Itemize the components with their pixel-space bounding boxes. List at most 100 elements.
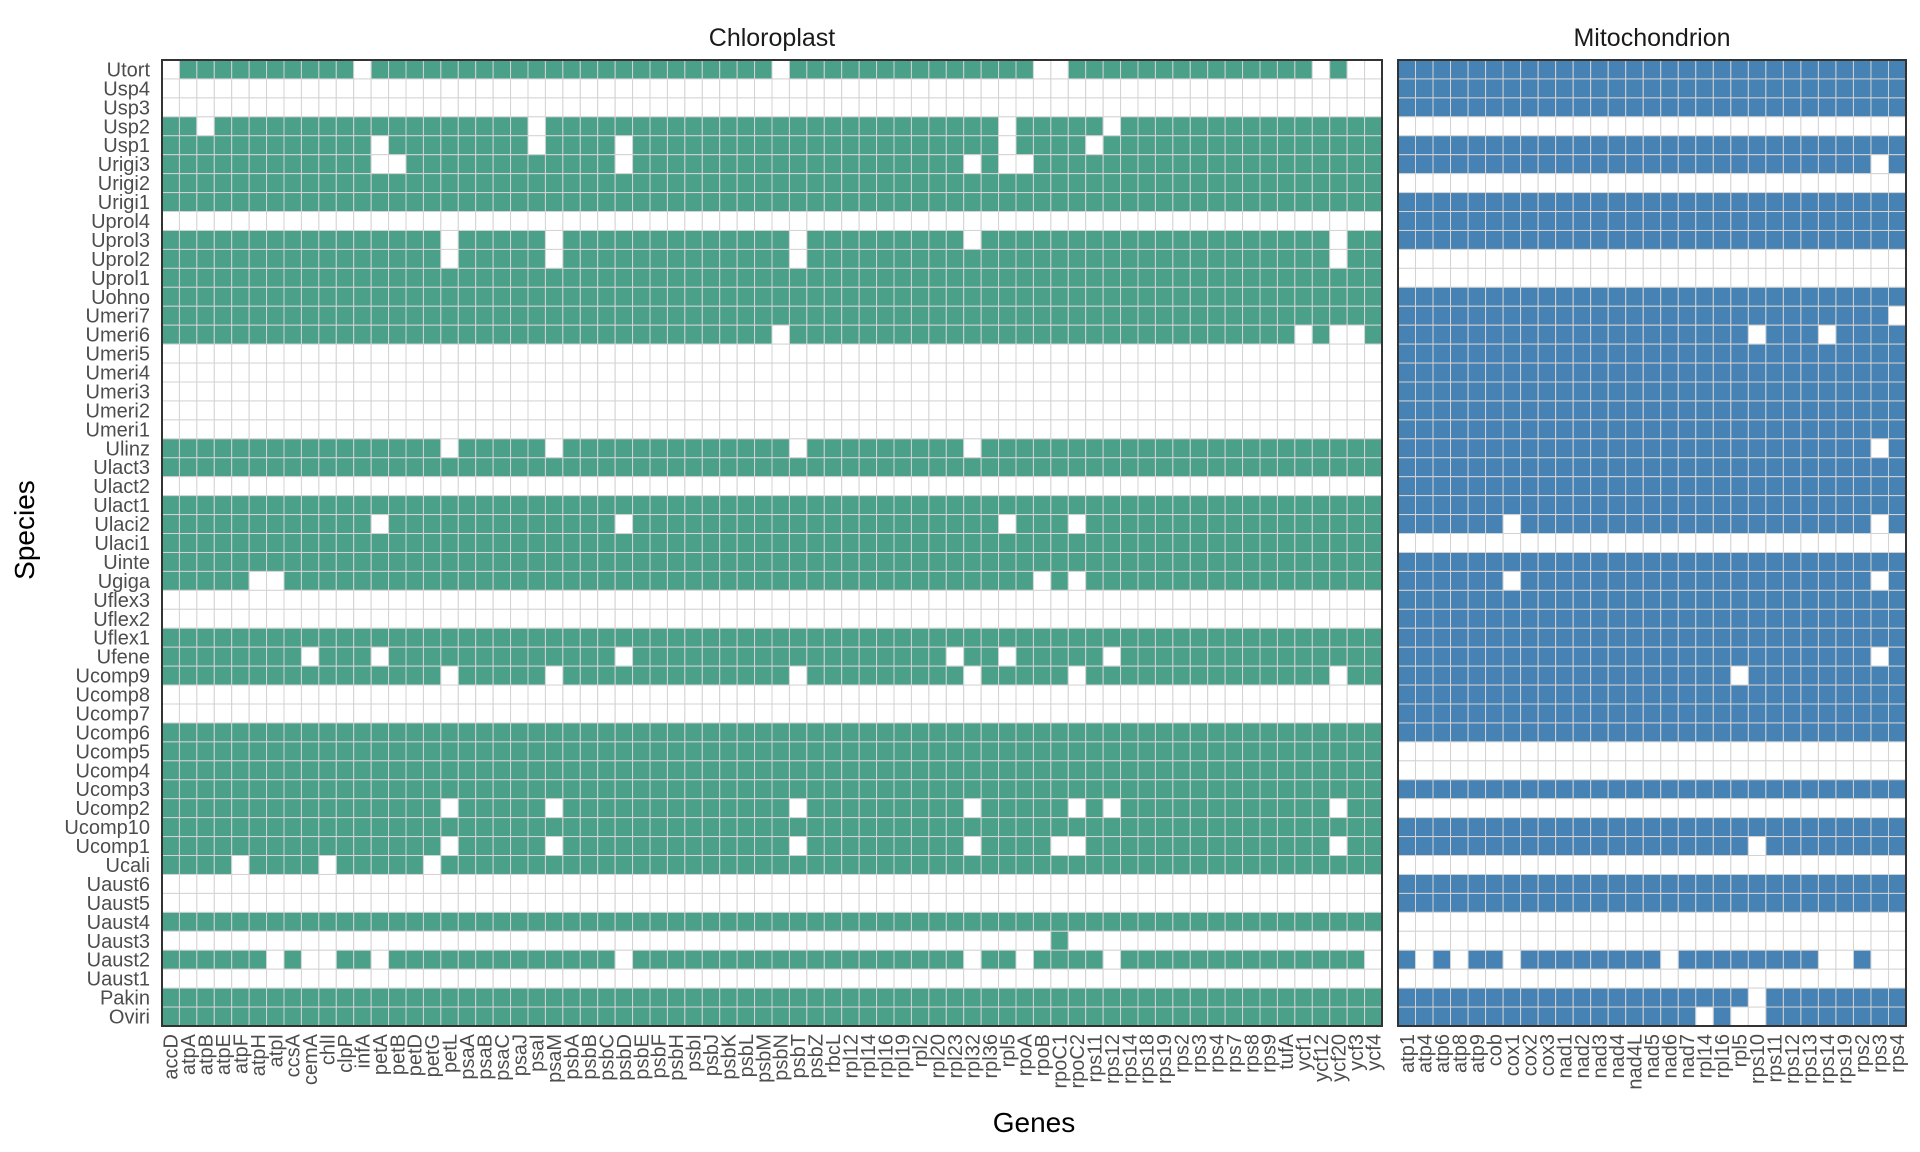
heatmap-cell [1520,779,1539,800]
heatmap-cell [1572,836,1592,857]
heatmap-cell [440,627,459,648]
heatmap-cell [701,173,721,194]
heatmap-cell [1207,817,1226,838]
heatmap-cell [335,343,355,364]
heatmap-cell [440,381,459,402]
heatmap-cell [1067,229,1087,250]
heatmap-cell [1050,589,1069,610]
heatmap-cell [248,305,268,326]
heatmap-cell [1276,817,1296,838]
heatmap-cell [1782,836,1802,857]
heatmap-cell [806,438,825,459]
heatmap-cell [1137,229,1156,250]
heatmap-cell [475,684,494,705]
heatmap-cell [945,855,965,875]
heatmap-cell [1502,248,1522,269]
heatmap-cell [1137,968,1156,989]
heatmap-cell [1154,476,1174,497]
heatmap-cell [1015,760,1034,781]
heatmap-cell [1189,419,1209,440]
heatmap-cell [422,116,442,137]
heatmap-cell [1172,703,1191,724]
heatmap-cell [893,855,912,875]
heatmap-cell [475,78,494,99]
heatmap-cell [1364,703,1383,724]
heatmap-cell [754,324,773,345]
heatmap-cell [684,703,703,724]
heatmap-cell [1677,703,1697,724]
heatmap-cell [353,229,372,250]
heatmap-cell [945,343,965,364]
heatmap-cell [1660,362,1679,383]
gene-tick-label: ycf4 [1363,1034,1385,1071]
heatmap-cell [1520,116,1539,137]
heatmap-cell [562,646,581,667]
heatmap-cell [1712,97,1732,118]
heatmap-cell [719,305,738,326]
heatmap-cell [719,116,738,137]
heatmap-cell [405,987,424,1008]
heatmap-cell [649,551,668,572]
heatmap-cell [1189,1006,1209,1027]
heatmap-cell [1835,495,1854,516]
heatmap-cell [928,722,947,743]
heatmap-cell [771,211,790,231]
heatmap-cell [1870,457,1889,478]
heatmap-cell [893,589,912,610]
heatmap-cell [178,665,198,686]
heatmap-cell [1590,135,1609,156]
heatmap-cell [196,78,215,99]
heatmap-cell [998,665,1017,686]
heatmap-cell [1242,59,1261,80]
heatmap-cell [1502,324,1522,345]
heatmap-cell [1695,97,1714,118]
heatmap-cell [910,381,930,402]
heatmap-cell [527,608,546,629]
heatmap-cell [579,495,599,516]
heatmap-cell [788,286,808,307]
heatmap-cell [1572,495,1592,516]
heatmap-cell [597,419,616,440]
heatmap-cell [876,229,895,250]
heatmap-cell [1537,817,1557,838]
heatmap-cell [1102,495,1122,516]
heatmap-cell [1817,722,1837,743]
heatmap-cell [1817,514,1837,535]
heatmap-cell [1817,248,1837,269]
heatmap-cell [1607,665,1627,686]
heatmap-cell [1782,97,1802,118]
heatmap-cell [1800,627,1819,648]
heatmap-cell [597,533,616,553]
heatmap-cell [1432,59,1452,80]
heatmap-cell [1397,551,1417,572]
heatmap-cell [510,154,529,175]
heatmap-cell [1677,760,1697,781]
heatmap-cell [405,589,424,610]
heatmap-cell [1067,551,1087,572]
heatmap-cell [649,343,668,364]
heatmap-cell [910,589,930,610]
heatmap-cell [632,457,651,478]
heatmap-cell [632,229,651,250]
heatmap-cell [963,684,982,705]
heatmap-cell [510,229,529,250]
heatmap-cell [1172,741,1191,762]
heatmap-cell [666,59,686,80]
heatmap-cell [1364,930,1383,951]
heatmap-cell [457,116,477,137]
heatmap-cell [1154,911,1174,932]
heatmap-cell [1276,192,1296,213]
heatmap-cell [1432,116,1452,137]
heatmap-cell [248,968,268,989]
heatmap-cell [1224,911,1244,932]
heatmap-cell [579,362,599,383]
heatmap-cell [1032,343,1052,364]
heatmap-cell [1432,305,1452,326]
heatmap-cell [1730,173,1749,194]
heatmap-cell [1364,78,1383,99]
heatmap-cell [579,135,599,156]
heatmap-cell [893,400,912,421]
heatmap-cell [1485,305,1504,326]
heatmap-cell [666,267,686,288]
heatmap-cell [579,798,599,819]
